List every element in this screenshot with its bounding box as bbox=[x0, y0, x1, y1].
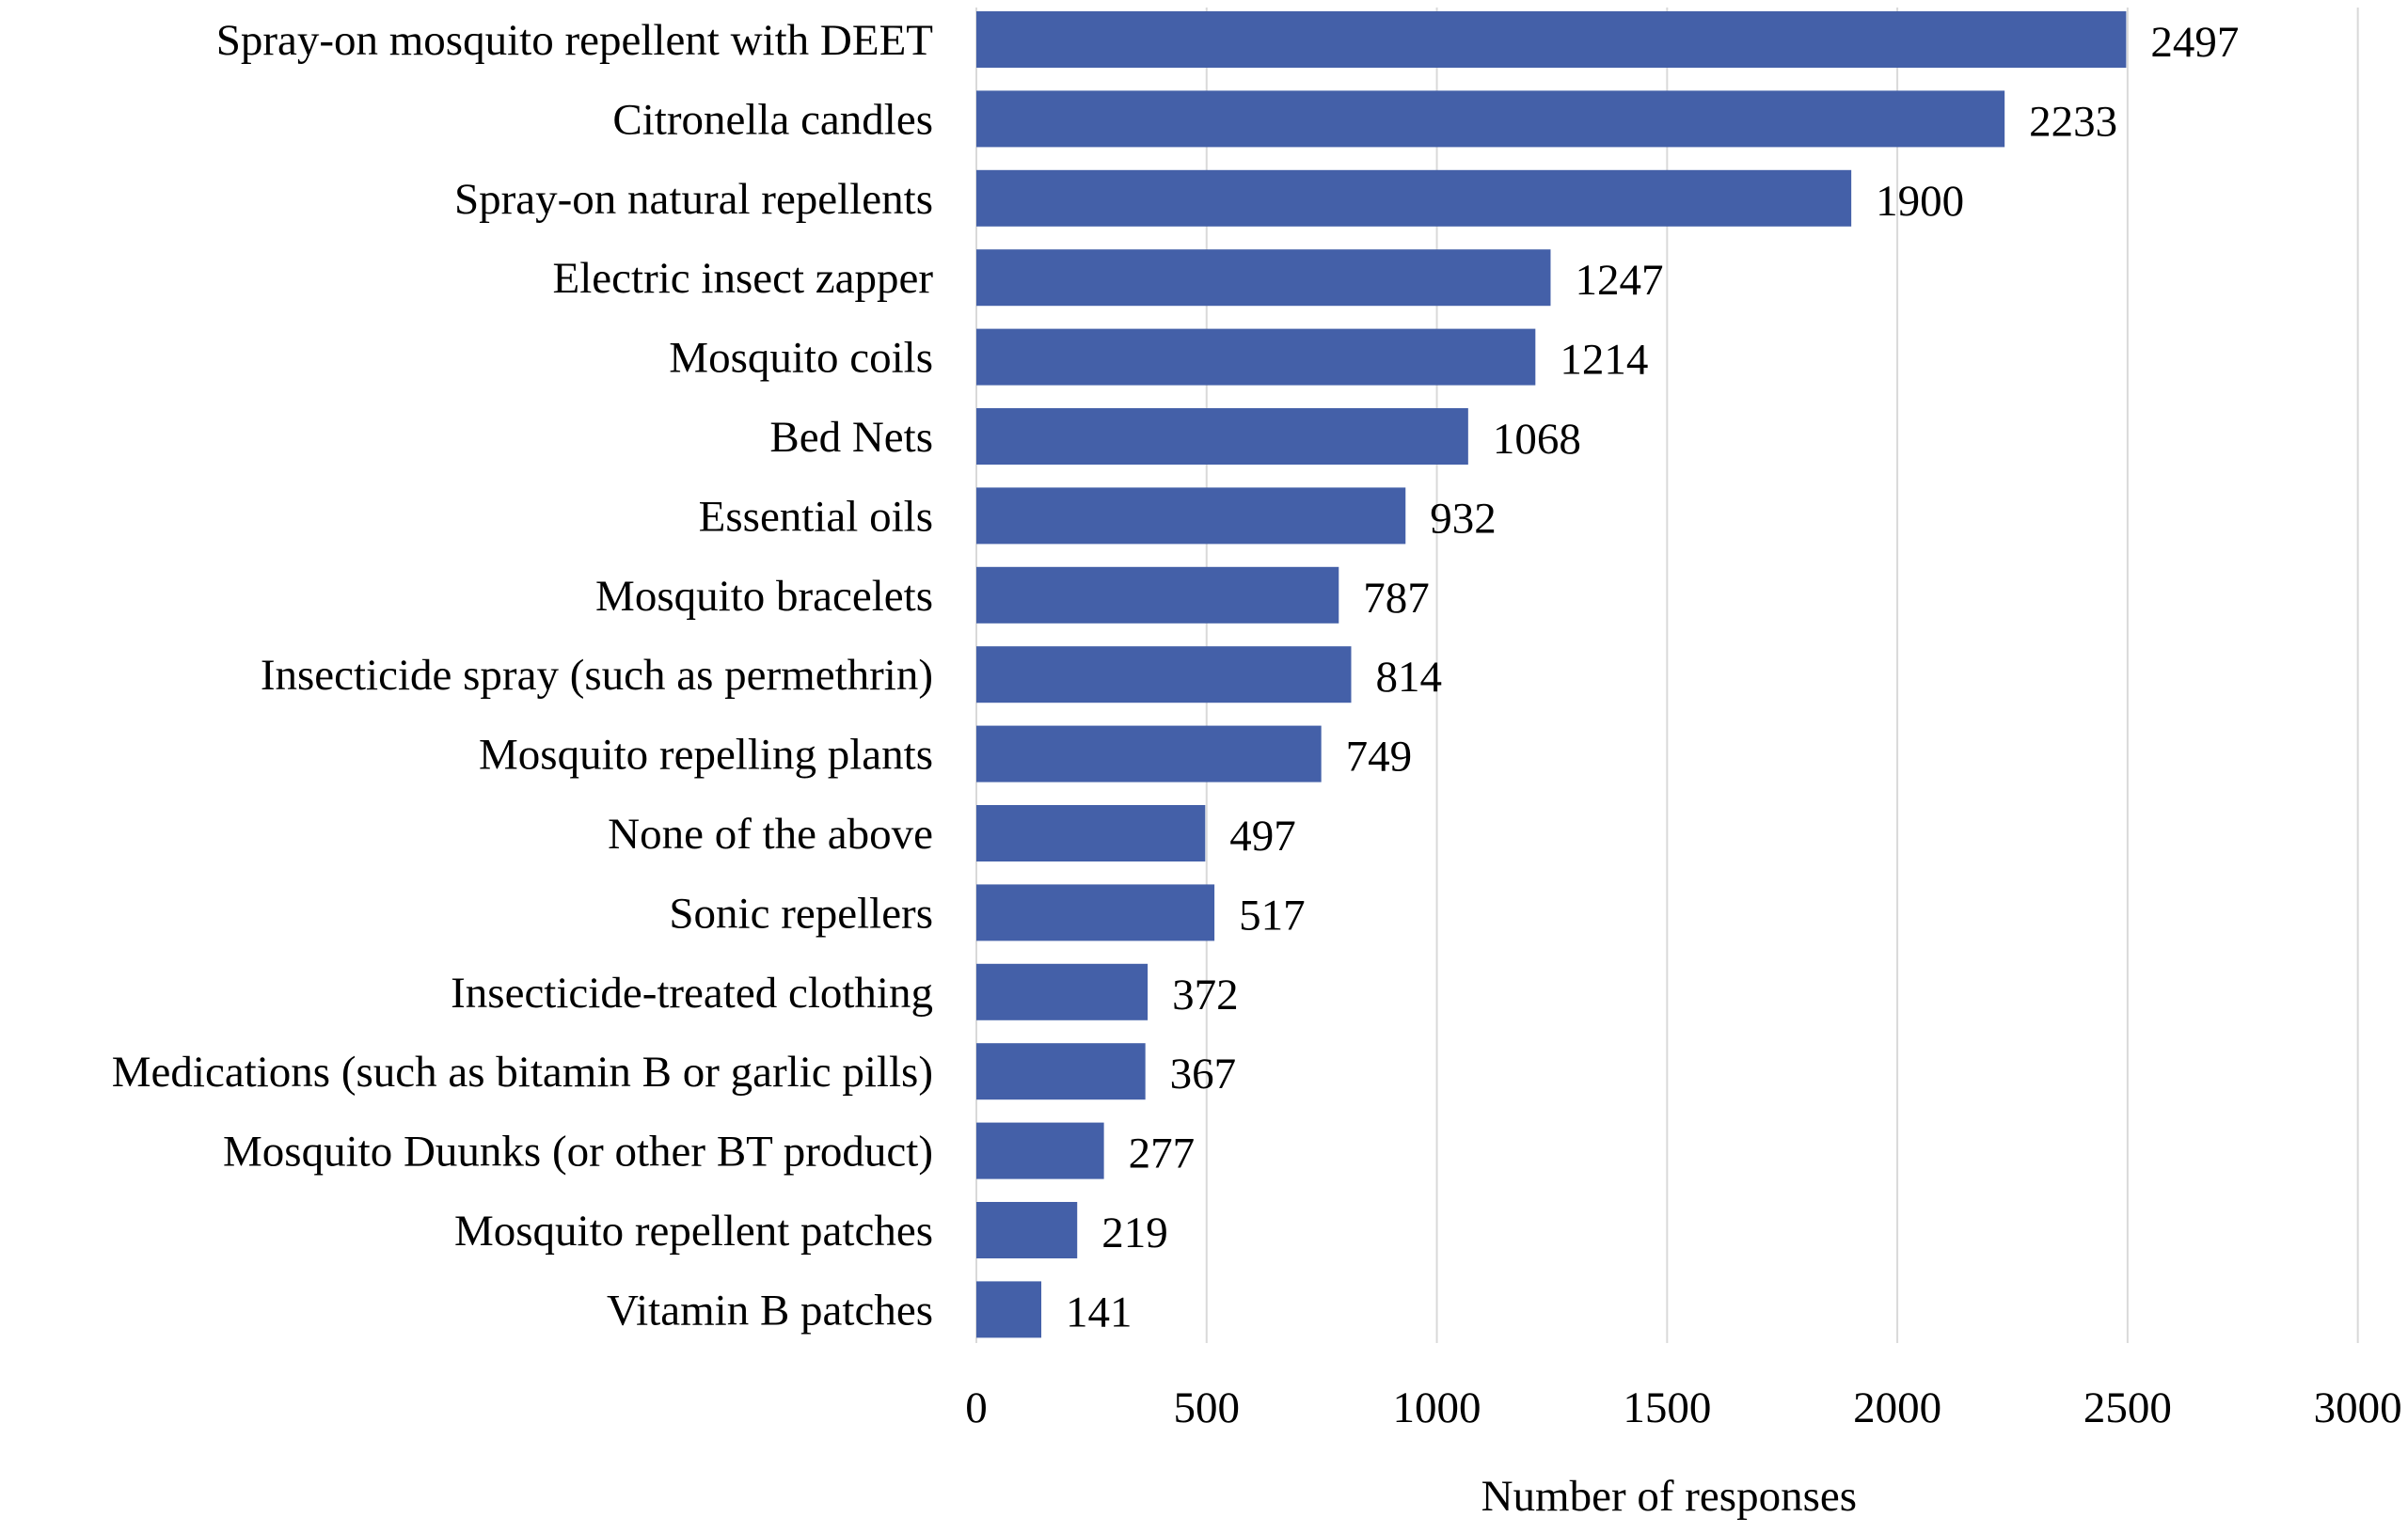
category-label: Mosquito Duunks (or other BT product) bbox=[223, 1128, 933, 1177]
bar bbox=[976, 566, 1339, 624]
bars bbox=[976, 11, 2127, 1338]
category-label: Spray-on natural repellents bbox=[454, 175, 933, 224]
category-label: Bed Nets bbox=[769, 413, 933, 462]
bar bbox=[976, 805, 1206, 861]
category-labels: Spray-on mosquito repellent with DEET Cit… bbox=[112, 16, 934, 1335]
category-label: Insecticide-treated clothing bbox=[451, 969, 933, 1018]
data-label: 814 bbox=[1375, 653, 1442, 702]
category-label: Mosquito coils bbox=[669, 334, 933, 383]
category-label: Spray-on mosquito repellent with DEET bbox=[216, 16, 933, 65]
category-label: Mosquito repelling plants bbox=[479, 731, 933, 780]
data-label: 2497 bbox=[2150, 18, 2239, 67]
x-axis-title: Number of responses bbox=[1481, 1472, 1857, 1521]
x-tick-label: 2500 bbox=[2083, 1383, 2172, 1432]
data-label: 1068 bbox=[1493, 415, 1581, 464]
bar bbox=[976, 11, 2127, 68]
data-label: 1900 bbox=[1876, 177, 1964, 226]
bar bbox=[976, 328, 1536, 386]
x-tick-labels: 0 500 1000 1500 2000 2500 3000 bbox=[965, 1383, 2401, 1432]
data-label: 219 bbox=[1101, 1209, 1168, 1257]
data-label: 277 bbox=[1129, 1130, 1196, 1178]
category-label: Essential oils bbox=[699, 492, 933, 541]
data-label: 1214 bbox=[1560, 336, 1648, 385]
data-label: 749 bbox=[1346, 733, 1413, 782]
bar bbox=[976, 1281, 1042, 1338]
bar bbox=[976, 646, 1352, 703]
category-label: Insecticide spray (such as permethrin) bbox=[261, 651, 933, 700]
data-label: 1247 bbox=[1575, 256, 1663, 305]
data-label: 141 bbox=[1066, 1288, 1133, 1336]
x-tick-label: 2000 bbox=[1853, 1383, 1941, 1432]
x-tick-label: 0 bbox=[965, 1383, 988, 1432]
bar bbox=[976, 963, 1149, 1020]
bar bbox=[976, 884, 1215, 941]
bar bbox=[976, 725, 1322, 782]
data-label: 497 bbox=[1229, 812, 1296, 861]
x-tick-label: 1000 bbox=[1393, 1383, 1481, 1432]
bar bbox=[976, 169, 1852, 227]
x-tick-label: 500 bbox=[1174, 1383, 1241, 1432]
data-label: 787 bbox=[1363, 574, 1430, 623]
category-label: Vitamin B patches bbox=[607, 1286, 933, 1335]
category-label: Citronella candles bbox=[612, 95, 933, 144]
bar bbox=[976, 1122, 1104, 1179]
category-label: Sonic repellers bbox=[669, 889, 933, 938]
bar bbox=[976, 1043, 1146, 1100]
bar bbox=[976, 487, 1406, 545]
data-label: 367 bbox=[1170, 1050, 1237, 1098]
data-label: 372 bbox=[1172, 971, 1239, 1019]
data-label: 517 bbox=[1239, 891, 1306, 940]
category-label: Medications (such as bitamin B or garlic… bbox=[112, 1048, 933, 1097]
bar bbox=[976, 408, 1468, 465]
bar bbox=[976, 1202, 1078, 1258]
category-label: Mosquito bracelets bbox=[595, 572, 933, 621]
category-label: Mosquito repellent patches bbox=[454, 1207, 933, 1256]
category-label: Electric insect zapper bbox=[553, 254, 934, 303]
gridlines bbox=[975, 8, 2359, 1343]
x-tick-label: 1500 bbox=[1623, 1383, 1711, 1432]
data-label: 2233 bbox=[2029, 97, 2117, 146]
x-tick-label: 3000 bbox=[2314, 1383, 2402, 1432]
bar bbox=[976, 90, 2005, 148]
category-label: None of the above bbox=[608, 810, 933, 859]
bar bbox=[976, 249, 1551, 307]
data-label: 932 bbox=[1430, 494, 1497, 543]
